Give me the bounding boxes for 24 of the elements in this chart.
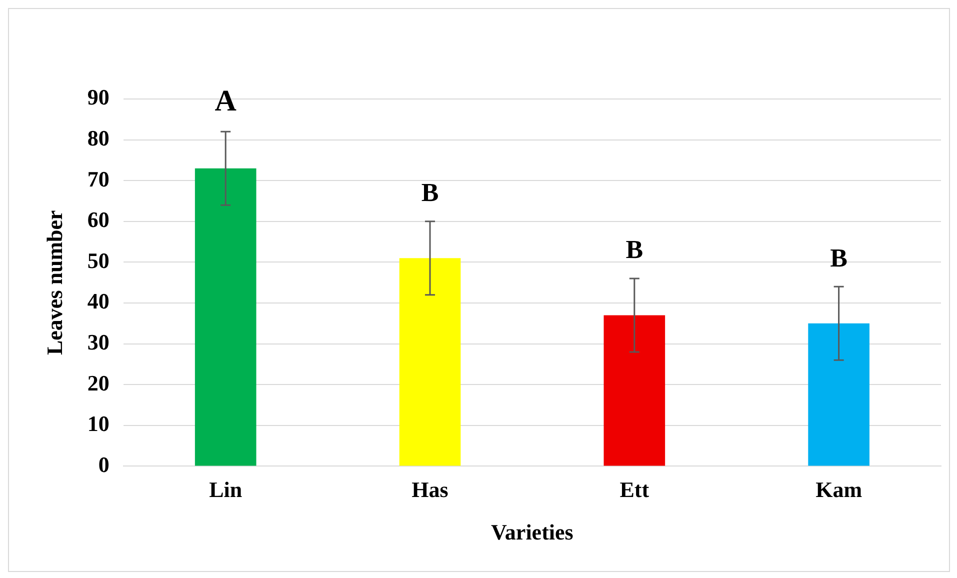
- y-axis-title: Leaves number: [42, 210, 67, 356]
- y-tick-label: 30: [87, 329, 110, 354]
- y-tick-label: 70: [87, 166, 110, 192]
- y-tick-label: 90: [87, 84, 110, 110]
- annotation: B: [626, 235, 644, 264]
- y-tick-label: 50: [87, 248, 110, 273]
- bar: [604, 315, 666, 466]
- annotation: B: [421, 178, 439, 208]
- bar: [194, 168, 256, 466]
- y-tick-label: 10: [87, 411, 110, 436]
- y-tick-label: 0: [98, 452, 110, 477]
- x-tick-label: Lin: [209, 477, 242, 502]
- x-tick-label: Ett: [620, 477, 650, 502]
- y-tick-label: 60: [87, 207, 110, 232]
- annotation: A: [214, 84, 237, 118]
- y-tick-label: 40: [87, 288, 110, 314]
- x-tick-label: Has: [412, 477, 449, 502]
- x-tick-label: Kam: [816, 477, 862, 502]
- bar: [808, 323, 870, 466]
- bar: [399, 258, 461, 466]
- x-axis-title: Varieties: [491, 519, 574, 544]
- y-tick-label: 80: [87, 125, 110, 150]
- annotation: B: [830, 243, 848, 272]
- y-tick-label: 20: [87, 370, 110, 396]
